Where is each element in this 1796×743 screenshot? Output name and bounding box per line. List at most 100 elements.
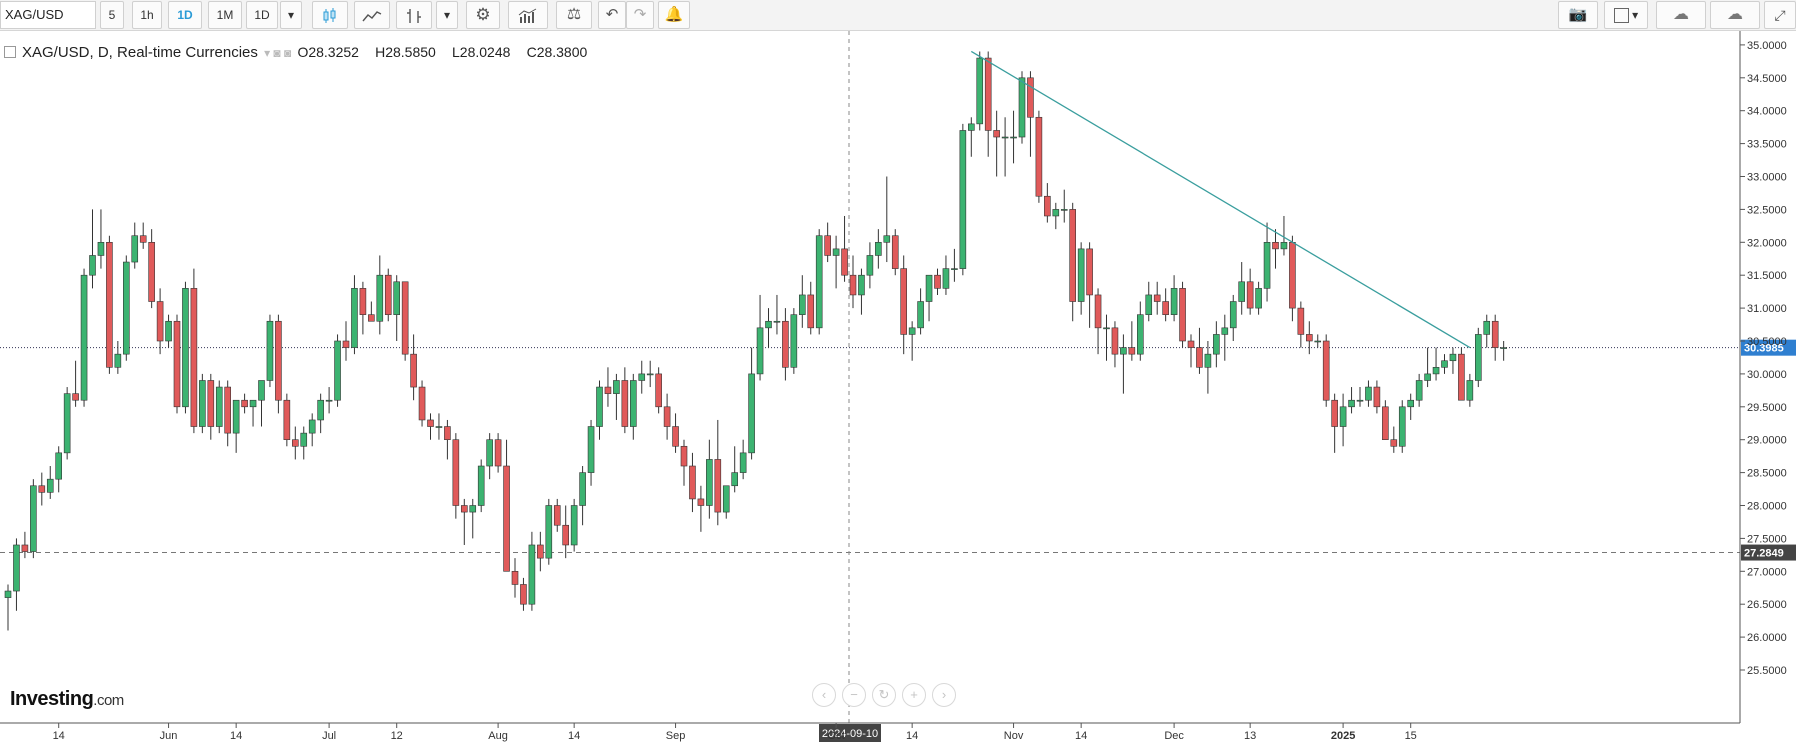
candle-down <box>359 288 367 315</box>
price-tick-label: 25.5000 <box>1747 665 1787 677</box>
top-toolbar: XAG/USD 5 1h 1D 1M 1D ▾ ▾ ⚙ ⚖ ↶ <box>0 0 1796 31</box>
zoom-out-button[interactable]: − <box>842 683 866 707</box>
candle-up <box>959 130 967 269</box>
candle-up <box>1018 77 1026 138</box>
time-tick-label: Oct <box>828 730 845 742</box>
time-tick-label: 13 <box>1244 730 1256 742</box>
candle-up <box>798 294 806 315</box>
candle-up <box>1280 242 1288 250</box>
candle-up <box>258 380 265 401</box>
logo-suffix: .com <box>93 692 124 709</box>
interval-1d-button[interactable]: 1D <box>168 1 202 29</box>
candle-up <box>976 57 984 125</box>
price-chart[interactable]: 27.2849 30.3985 2024-09-10 25.5000 26.0000… <box>0 31 1796 743</box>
bar-type-button[interactable] <box>396 1 432 29</box>
candle-down <box>342 340 350 348</box>
candle-down <box>1289 242 1296 309</box>
settings-gear-icon: ⚙ <box>475 5 491 24</box>
legend-settings-icon[interactable]: ▾ ◙ ◙ <box>264 46 292 60</box>
candle-down <box>663 406 671 427</box>
time-axis[interactable]: 14 Jun 14 Jul 12 Aug 14 Sep Oct 14 Nov 14 Dec 13 2025 1… <box>0 722 1740 742</box>
snapshot-button[interactable]: 📷 <box>1558 1 1598 29</box>
time-tick-label: Dec <box>1164 730 1184 742</box>
candle-down <box>993 130 1000 138</box>
logo-brand: Investing <box>10 688 94 710</box>
candle-up <box>765 320 772 329</box>
scroll-left-button[interactable]: ‹ <box>812 683 836 707</box>
candle-up <box>706 459 713 506</box>
candle-up <box>1010 136 1017 139</box>
time-tick-label: 14 <box>1075 730 1087 742</box>
candle-up <box>266 320 274 381</box>
candle-down <box>460 505 468 513</box>
redo-button[interactable]: ↷ <box>626 1 654 29</box>
settings-button[interactable]: ⚙ <box>466 1 500 29</box>
descending-trendline[interactable] <box>970 50 1471 349</box>
candle-down <box>207 380 215 427</box>
indicators-button[interactable] <box>508 1 548 29</box>
undo-button[interactable]: ↶ <box>598 1 626 29</box>
candle-up <box>942 268 950 289</box>
candle-up <box>1052 209 1060 217</box>
candle-up <box>300 432 308 447</box>
candle-up <box>858 274 865 296</box>
collapse-legend-icon[interactable] <box>4 46 16 59</box>
candle-up <box>1365 386 1372 401</box>
candle-down <box>849 274 857 296</box>
dropdown-arrow-icon: ▾ <box>1632 8 1639 22</box>
load-chart-button[interactable]: ☁ <box>1656 1 1706 29</box>
alert-button[interactable]: 🔔 <box>658 1 690 29</box>
candle-up <box>815 235 823 329</box>
trendline[interactable] <box>970 50 1471 349</box>
candle-up <box>199 380 206 427</box>
zoom-in-button[interactable]: + <box>902 683 926 707</box>
drawing-square-button[interactable]: ▾ <box>1604 1 1648 29</box>
candle-up <box>773 320 781 323</box>
candle-down <box>672 426 679 447</box>
candle-up <box>1348 399 1355 408</box>
plus-icon: + <box>910 687 918 702</box>
candle-down <box>689 465 696 500</box>
candle-up <box>30 485 37 552</box>
candle-up <box>89 255 96 276</box>
price-axis[interactable]: 25.5000 26.0000 26.5000 27.0000 27.5000 28.00… <box>1739 31 1787 723</box>
chart-type-dropdown-button[interactable]: ▾ <box>436 1 458 29</box>
cloud-load-icon: ☁ <box>1673 6 1689 23</box>
interval-1m-button[interactable]: 1M <box>208 1 242 29</box>
candle-down <box>139 235 147 243</box>
candle-down <box>224 386 231 434</box>
save-chart-button[interactable]: ☁ <box>1710 1 1760 29</box>
crosshair: 2024-09-10 <box>819 31 881 742</box>
time-tick-label: Nov <box>1004 730 1024 742</box>
candle-up <box>1466 380 1474 401</box>
interval-custom-button[interactable]: 1D <box>246 1 278 29</box>
candle-up <box>1001 136 1009 139</box>
candle-down <box>1306 334 1313 342</box>
scroll-right-button[interactable]: › <box>932 683 956 707</box>
line-type-button[interactable] <box>354 1 390 29</box>
time-tick-label: Sep <box>666 730 686 742</box>
time-tick-label: Aug <box>488 730 508 742</box>
compare-button[interactable]: ⚖ <box>556 1 592 29</box>
candle-up <box>1145 294 1153 315</box>
candle-down <box>934 274 941 289</box>
price-tick-label: 28.5000 <box>1747 468 1787 480</box>
candle-up <box>613 380 620 394</box>
chart-legend: XAG/USD, D, Real-time Currencies ▾ ◙ ◙ O… <box>4 44 599 61</box>
candle-down <box>106 242 113 368</box>
candle-up <box>1424 373 1431 381</box>
interval-5-button[interactable]: 5 <box>100 1 124 29</box>
camera-icon: 📷 <box>1568 6 1588 23</box>
candle-down <box>1297 307 1305 335</box>
interval-1h-button[interactable]: 1h <box>132 1 162 29</box>
candlestick-type-button[interactable] <box>312 1 348 29</box>
candle-up <box>1103 327 1110 330</box>
candle-up <box>63 393 71 454</box>
symbol-search-input[interactable]: XAG/USD <box>0 1 96 29</box>
price-tick-label: 35.0000 <box>1747 40 1787 52</box>
interval-dropdown-button[interactable]: ▾ <box>280 1 302 29</box>
candle-up <box>1255 288 1262 309</box>
reset-button[interactable]: ↻ <box>872 683 896 707</box>
candle-down <box>1272 242 1279 250</box>
fullscreen-button[interactable]: ⤢ <box>1764 1 1796 29</box>
